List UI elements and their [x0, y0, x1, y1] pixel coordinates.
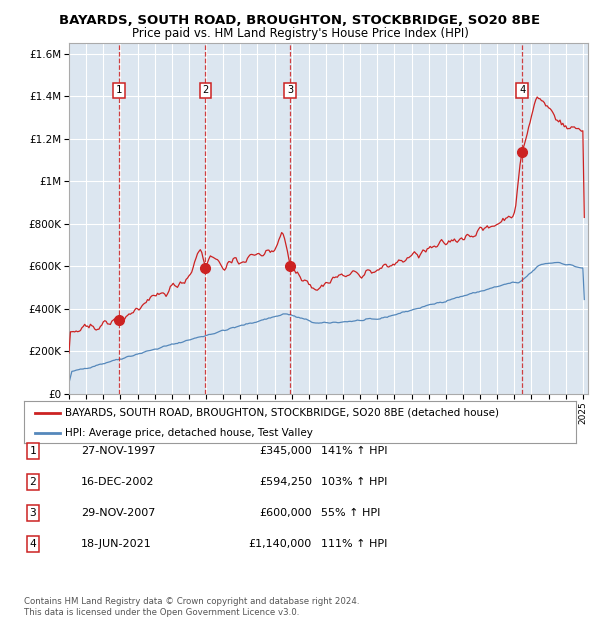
- Text: HPI: Average price, detached house, Test Valley: HPI: Average price, detached house, Test…: [65, 428, 313, 438]
- Text: 2: 2: [29, 477, 37, 487]
- Text: 29-NOV-2007: 29-NOV-2007: [81, 508, 155, 518]
- Text: BAYARDS, SOUTH ROAD, BROUGHTON, STOCKBRIDGE, SO20 8BE (detached house): BAYARDS, SOUTH ROAD, BROUGHTON, STOCKBRI…: [65, 408, 499, 418]
- Text: BAYARDS, SOUTH ROAD, BROUGHTON, STOCKBRIDGE, SO20 8BE: BAYARDS, SOUTH ROAD, BROUGHTON, STOCKBRI…: [59, 14, 541, 27]
- Text: 103% ↑ HPI: 103% ↑ HPI: [321, 477, 388, 487]
- Text: 2: 2: [202, 85, 208, 95]
- Text: Price paid vs. HM Land Registry's House Price Index (HPI): Price paid vs. HM Land Registry's House …: [131, 27, 469, 40]
- Text: £594,250: £594,250: [259, 477, 312, 487]
- Text: £1,140,000: £1,140,000: [249, 539, 312, 549]
- Text: 4: 4: [519, 85, 526, 95]
- Text: 1: 1: [29, 446, 37, 456]
- Text: £345,000: £345,000: [259, 446, 312, 456]
- Text: Contains HM Land Registry data © Crown copyright and database right 2024.
This d: Contains HM Land Registry data © Crown c…: [24, 598, 359, 617]
- Text: 3: 3: [287, 85, 293, 95]
- Text: 1: 1: [116, 85, 122, 95]
- Text: 55% ↑ HPI: 55% ↑ HPI: [321, 508, 380, 518]
- Text: 27-NOV-1997: 27-NOV-1997: [81, 446, 155, 456]
- Text: £600,000: £600,000: [259, 508, 312, 518]
- Text: 3: 3: [29, 508, 37, 518]
- Text: 141% ↑ HPI: 141% ↑ HPI: [321, 446, 388, 456]
- Text: 111% ↑ HPI: 111% ↑ HPI: [321, 539, 388, 549]
- Text: 4: 4: [29, 539, 37, 549]
- Text: 18-JUN-2021: 18-JUN-2021: [81, 539, 152, 549]
- Text: 16-DEC-2002: 16-DEC-2002: [81, 477, 155, 487]
